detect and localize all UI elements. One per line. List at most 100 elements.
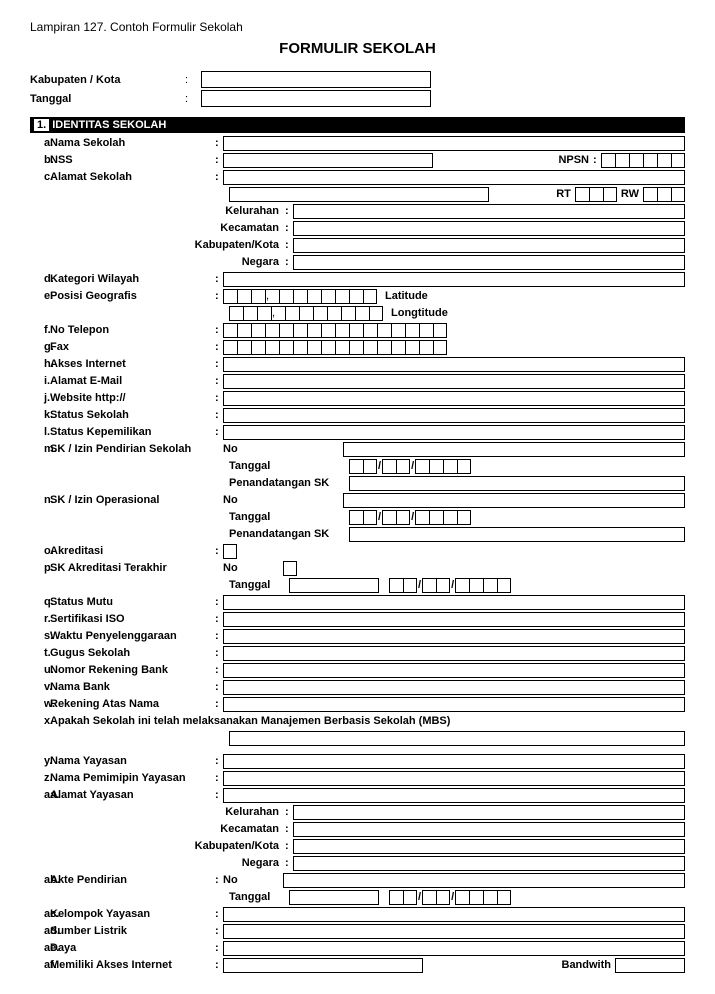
daya-field[interactable]	[223, 941, 685, 956]
ltr: h.	[30, 358, 50, 370]
rek-nama-field[interactable]	[223, 697, 685, 712]
pemimpin-field[interactable]	[223, 771, 685, 786]
nss-field[interactable]	[223, 153, 433, 168]
colon: :	[285, 840, 293, 852]
lbl-kategori: Kategori Wilayah	[50, 273, 215, 285]
ltr: e.	[30, 290, 50, 302]
ltr: ae.	[30, 942, 50, 954]
lbl-iso: Sertifikasi ISO	[50, 613, 215, 625]
akte-no-lbl: No	[223, 874, 283, 886]
alamat-yayasan-field[interactable]	[223, 788, 685, 803]
akses-af-field[interactable]	[223, 958, 423, 973]
lbl-sk-operasional: SK / Izin Operasional	[50, 494, 215, 506]
colon: :	[285, 239, 293, 251]
ltr: s.	[30, 630, 50, 642]
sk-pendirian-pen-lbl: Penandatangan SK	[229, 477, 349, 489]
lbl-waktu: Waktu Penyelenggaraan	[50, 630, 215, 642]
lbl-akreditasi: Akreditasi	[50, 545, 215, 557]
colon: :	[215, 698, 223, 710]
waktu-field[interactable]	[223, 629, 685, 644]
gugus-field[interactable]	[223, 646, 685, 661]
mbs-field[interactable]	[229, 731, 685, 746]
listrik-field[interactable]	[223, 924, 685, 939]
sk-pendirian-tgl-boxes[interactable]: //	[349, 459, 471, 474]
kecamatan-field[interactable]	[293, 221, 685, 236]
rw-boxes[interactable]	[643, 187, 685, 202]
ltr: ab.	[30, 874, 50, 886]
y-kabupaten-field[interactable]	[293, 839, 685, 854]
website-field[interactable]	[223, 391, 685, 406]
npsn-boxes[interactable]	[601, 153, 685, 168]
negara-field[interactable]	[293, 255, 685, 270]
lbl-bank: Nama Bank	[50, 681, 215, 693]
kelompok-field[interactable]	[223, 907, 685, 922]
bandwith-field[interactable]	[615, 958, 685, 973]
lat-boxes[interactable]: ,	[223, 289, 377, 304]
status-mutu-field[interactable]	[223, 595, 685, 610]
lbl-longitude: Longtitude	[391, 307, 461, 319]
colon: :	[215, 426, 223, 438]
akses-field[interactable]	[223, 357, 685, 372]
iso-field[interactable]	[223, 612, 685, 627]
ltr: ad.	[30, 925, 50, 937]
header-kabupaten: Kabupaten / Kota :	[30, 71, 685, 88]
kab-field[interactable]	[201, 71, 431, 88]
sk-op-tgl-boxes[interactable]: //	[349, 510, 471, 525]
ltr: t.	[30, 647, 50, 659]
lbl-akses-af: Memiliki Akses Internet	[50, 959, 215, 971]
lbl-y-kecamatan: Kecamatan	[30, 823, 285, 835]
y-kelurahan-field[interactable]	[293, 805, 685, 820]
colon: :	[215, 647, 223, 659]
sk-akr-no-lbl: No	[223, 562, 283, 574]
sk-op-no-field[interactable]	[343, 493, 685, 508]
ltr: y.	[30, 755, 50, 767]
akte-no-field[interactable]	[283, 873, 685, 888]
status-sekolah-field[interactable]	[223, 408, 685, 423]
lbl-sk-pendirian: SK / Izin Pendirian Sekolah	[50, 443, 215, 455]
colon: :	[215, 942, 223, 954]
akte-tgl-boxes[interactable]: //	[389, 890, 511, 905]
kategori-field[interactable]	[223, 272, 685, 287]
alamat-field-2[interactable]	[229, 187, 489, 202]
colon: :	[285, 806, 293, 818]
kab-label: Kabupaten / Kota	[30, 74, 185, 86]
alamat-field-1[interactable]	[223, 170, 685, 185]
akte-tgl-field1[interactable]	[289, 890, 379, 905]
bank-field[interactable]	[223, 680, 685, 695]
lbl-rekening: Nomor Rekening Bank	[50, 664, 215, 676]
sk-akr-no-box[interactable]	[283, 561, 297, 576]
sk-op-pen-lbl: Penandatangan SK	[229, 528, 349, 540]
telepon-boxes[interactable]	[223, 323, 447, 338]
rekening-field[interactable]	[223, 663, 685, 678]
tgl-field[interactable]	[201, 90, 431, 107]
y-negara-field[interactable]	[293, 856, 685, 871]
sk-akr-tgl-field1[interactable]	[289, 578, 379, 593]
fax-boxes[interactable]	[223, 340, 447, 355]
ltr: af.	[30, 959, 50, 971]
akreditasi-box[interactable]	[223, 544, 237, 559]
sk-pendirian-no-field[interactable]	[343, 442, 685, 457]
tgl-label: Tanggal	[30, 93, 185, 105]
yayasan-field[interactable]	[223, 754, 685, 769]
lbl-akses: Akses Internet	[50, 358, 215, 370]
sk-op-pen-field[interactable]	[349, 527, 685, 542]
kelurahan-field[interactable]	[293, 204, 685, 219]
email-field[interactable]	[223, 374, 685, 389]
lbl-npsn: NPSN	[554, 154, 593, 166]
lon-boxes[interactable]: ,	[229, 306, 383, 321]
nama-sekolah-field[interactable]	[223, 136, 685, 151]
sk-pendirian-pen-field[interactable]	[349, 476, 685, 491]
colon: :	[215, 273, 223, 285]
colon: :	[215, 596, 223, 608]
kabupaten-field[interactable]	[293, 238, 685, 253]
status-pemilik-field[interactable]	[223, 425, 685, 440]
sk-akr-tgl-boxes[interactable]: //	[389, 578, 511, 593]
rt-boxes[interactable]	[575, 187, 617, 202]
colon: :	[285, 222, 293, 234]
y-kecamatan-field[interactable]	[293, 822, 685, 837]
colon: :	[215, 789, 223, 801]
ltr: j.	[30, 392, 50, 404]
appendix-label: Lampiran 127. Contoh Formulir Sekolah	[30, 20, 685, 34]
lbl-daya: Daya	[50, 942, 215, 954]
ltr: ac.	[30, 908, 50, 920]
